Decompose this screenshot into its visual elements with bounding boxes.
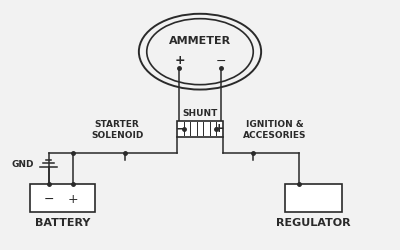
Bar bbox=[177, 121, 223, 136]
Bar bbox=[30, 184, 96, 212]
Text: AMMETER: AMMETER bbox=[169, 36, 231, 46]
Text: SHUNT: SHUNT bbox=[182, 109, 218, 118]
Text: +: + bbox=[67, 193, 78, 206]
Bar bbox=[285, 184, 342, 212]
Text: IGNITION &
ACCESORIES: IGNITION & ACCESORIES bbox=[243, 120, 307, 140]
Text: STARTER
SOLENOID: STARTER SOLENOID bbox=[91, 120, 143, 140]
Text: GND: GND bbox=[11, 160, 34, 169]
Circle shape bbox=[139, 14, 261, 90]
Text: −: − bbox=[43, 193, 54, 206]
Text: +: + bbox=[214, 122, 224, 135]
Text: −: − bbox=[176, 122, 186, 135]
Text: REGULATOR: REGULATOR bbox=[276, 218, 351, 228]
Text: +: + bbox=[174, 54, 185, 68]
Text: BATTERY: BATTERY bbox=[35, 218, 91, 228]
Text: −: − bbox=[215, 54, 226, 68]
